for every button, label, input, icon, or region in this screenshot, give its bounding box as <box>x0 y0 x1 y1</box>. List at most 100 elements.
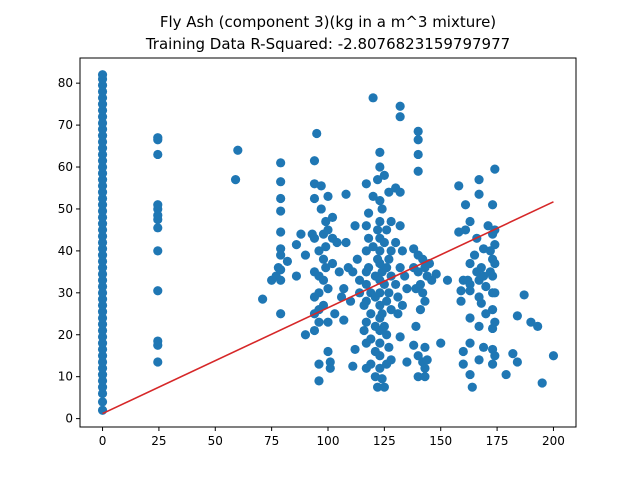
data-point <box>366 334 376 344</box>
data-point <box>395 187 405 197</box>
data-point <box>97 307 108 317</box>
data-point <box>323 346 333 357</box>
data-point <box>350 344 360 355</box>
x-tick-label: 100 <box>317 434 340 448</box>
data-point <box>314 288 324 298</box>
data-point <box>460 225 471 235</box>
data-point <box>97 388 108 399</box>
data-point <box>386 246 396 256</box>
data-point <box>276 309 286 319</box>
data-point <box>153 200 163 210</box>
data-point <box>458 359 468 369</box>
data-point <box>397 246 407 256</box>
data-point <box>314 246 324 256</box>
data-point <box>327 212 338 222</box>
data-point <box>465 313 475 323</box>
data-point <box>478 271 489 281</box>
data-point <box>375 351 385 361</box>
data-point <box>467 382 477 392</box>
data-point <box>395 112 405 122</box>
data-point <box>97 313 108 323</box>
data-point <box>97 137 108 147</box>
data-point <box>413 267 423 277</box>
data-point <box>97 332 108 342</box>
data-point <box>316 181 326 191</box>
data-point <box>397 300 407 310</box>
data-point <box>465 279 475 290</box>
data-point <box>296 229 306 239</box>
data-point <box>483 221 493 231</box>
data-point <box>465 216 475 227</box>
data-point <box>395 263 405 273</box>
data-point <box>97 288 108 298</box>
plot-area <box>97 70 559 415</box>
data-point <box>393 292 403 302</box>
data-point <box>465 286 475 296</box>
data-point <box>476 298 486 308</box>
data-point <box>366 359 376 369</box>
y-tick-label: 70 <box>58 118 73 132</box>
data-point <box>97 369 108 380</box>
data-point <box>474 189 484 199</box>
data-point <box>420 342 430 352</box>
data-point <box>97 86 108 97</box>
data-point <box>393 309 403 319</box>
data-point <box>456 296 466 306</box>
data-point <box>391 279 401 290</box>
data-point <box>97 112 108 122</box>
data-point <box>379 321 389 331</box>
data-point <box>413 149 423 160</box>
data-point <box>276 227 286 237</box>
data-point <box>379 170 389 181</box>
data-point <box>377 374 387 384</box>
data-point <box>460 200 471 210</box>
data-point <box>487 271 498 281</box>
data-point <box>276 250 286 260</box>
data-point <box>465 258 475 269</box>
data-point <box>454 181 464 191</box>
data-point <box>352 254 362 264</box>
data-point <box>490 288 500 298</box>
x-tick-label: 0 <box>99 434 107 448</box>
data-point <box>431 269 441 279</box>
data-point <box>391 237 401 248</box>
data-point <box>321 216 331 227</box>
y-tick-label: 80 <box>58 76 73 90</box>
data-point <box>276 244 286 254</box>
data-point <box>373 175 383 185</box>
data-point <box>366 309 376 319</box>
y-tick-label: 10 <box>58 370 73 384</box>
data-point <box>490 239 500 250</box>
data-point <box>276 206 286 216</box>
data-point <box>481 309 491 319</box>
data-point <box>97 193 108 204</box>
data-point <box>465 338 475 348</box>
data-point <box>418 288 428 298</box>
data-point <box>415 304 426 315</box>
data-point <box>537 378 547 388</box>
data-point <box>487 304 498 315</box>
data-point <box>548 351 559 361</box>
data-point <box>314 376 324 386</box>
data-point <box>97 143 108 153</box>
data-point <box>97 80 108 90</box>
data-point <box>97 294 108 304</box>
data-point <box>97 237 108 248</box>
data-point <box>97 357 108 367</box>
data-point <box>375 288 385 298</box>
data-point <box>323 317 333 327</box>
data-point <box>97 162 108 172</box>
data-point <box>375 216 385 227</box>
data-point <box>354 275 365 285</box>
data-point <box>420 372 430 382</box>
data-point <box>316 204 326 214</box>
data-point <box>97 376 108 386</box>
data-point <box>375 246 385 256</box>
data-point <box>97 263 108 273</box>
data-point <box>97 156 108 166</box>
data-point <box>442 275 453 285</box>
data-point <box>395 221 405 231</box>
data-point <box>153 357 163 367</box>
data-point <box>318 254 329 264</box>
